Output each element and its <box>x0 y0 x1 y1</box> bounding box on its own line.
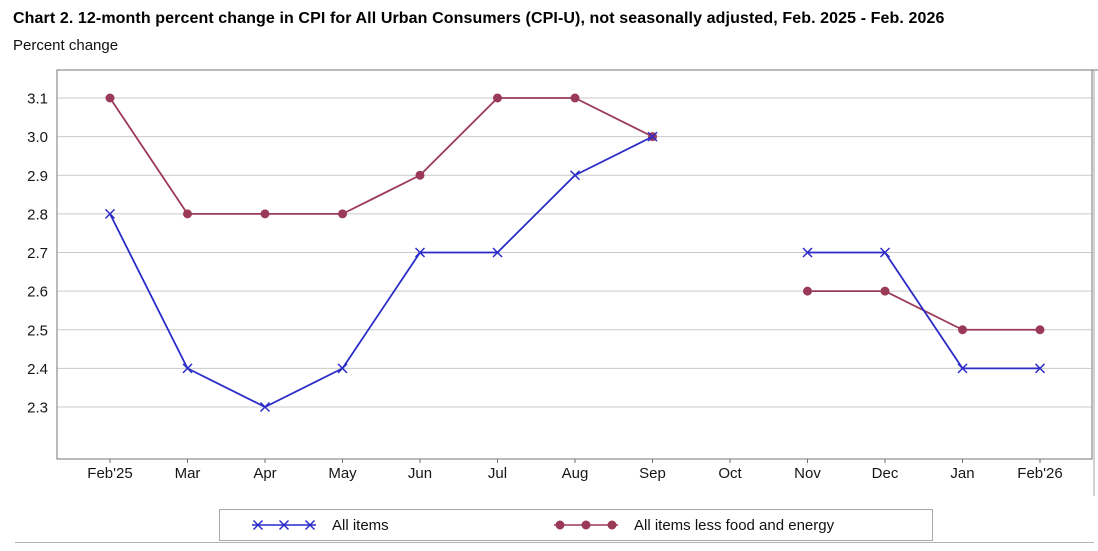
svg-text:Jun: Jun <box>408 465 432 482</box>
svg-text:3.0: 3.0 <box>27 129 48 146</box>
svg-text:2.5: 2.5 <box>27 322 48 339</box>
svg-text:Feb'25: Feb'25 <box>87 465 132 482</box>
svg-text:3.1: 3.1 <box>27 91 48 108</box>
bottom-frame-line <box>15 542 1094 543</box>
legend: All items All items less food and energy <box>219 509 933 541</box>
svg-text:2.4: 2.4 <box>27 361 48 378</box>
legend-item-all-items: All items <box>251 510 389 540</box>
svg-text:2.7: 2.7 <box>27 245 48 262</box>
legend-label-core: All items less food and energy <box>634 516 835 534</box>
svg-text:Feb'26: Feb'26 <box>1017 465 1062 482</box>
svg-text:Sep: Sep <box>639 465 666 482</box>
y-axis-caption: Percent change <box>13 37 119 54</box>
svg-text:Mar: Mar <box>175 465 201 482</box>
svg-text:2.9: 2.9 <box>27 168 48 185</box>
svg-text:Aug: Aug <box>562 465 589 482</box>
all-items-line-icon <box>252 519 316 531</box>
svg-text:Jul: Jul <box>488 465 507 482</box>
svg-text:2.8: 2.8 <box>27 206 48 223</box>
svg-text:Dec: Dec <box>872 465 899 482</box>
svg-text:Nov: Nov <box>794 465 821 482</box>
svg-text:2.3: 2.3 <box>27 400 48 417</box>
plot-area: 3.1 3.0 2.9 2.8 2.7 2.6 2.5 2.4 2.3 Feb'25 Mar Apr M… <box>27 69 1098 496</box>
svg-text:Apr: Apr <box>253 465 276 482</box>
svg-text:2.6: 2.6 <box>27 284 48 301</box>
svg-text:May: May <box>328 465 357 482</box>
core-line-icon <box>554 520 618 530</box>
legend-label-all-items: All items <box>332 516 389 534</box>
chart-title: Chart 2. 12-month percent change in CPI … <box>13 10 945 27</box>
legend-item-core: All items less food and energy <box>553 510 834 540</box>
svg-text:Jan: Jan <box>950 465 974 482</box>
svg-text:Oct: Oct <box>718 465 742 482</box>
